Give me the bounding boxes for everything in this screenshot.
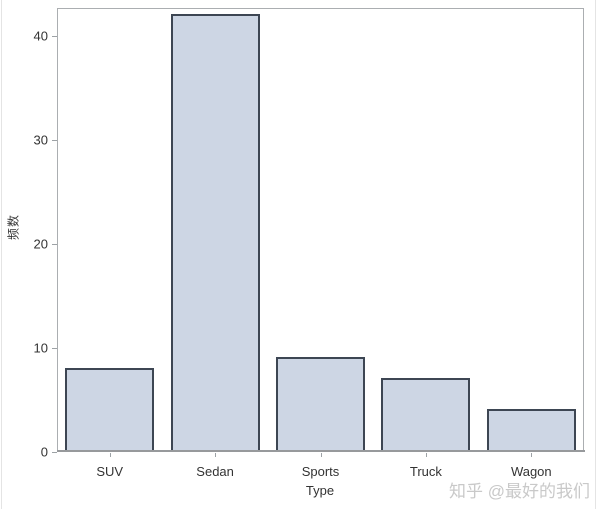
x-tick-label-wagon: Wagon [510,464,552,479]
y-axis-title: 频数 [6,213,21,241]
image-edge-line [595,0,596,509]
x-tick-label-suv: SUV [96,464,124,479]
x-tick-mark [531,453,533,457]
x-tick-label-sedan: Sedan [196,464,234,479]
y-tick-label: 0 [40,444,48,460]
y-tick-label: 10 [33,340,48,356]
x-tick-label-truck: Truck [409,464,442,479]
y-tick-mark [52,243,57,245]
x-axis-line [57,450,585,452]
x-tick-mark [425,453,427,457]
y-tick-mark [52,139,57,141]
x-tick-label-sports: Sports [301,464,340,479]
plot-area [57,8,584,452]
bar-suv [65,368,155,451]
bar-sedan [170,14,260,451]
x-tick-mark [215,453,217,457]
y-tick-mark [52,347,57,349]
image-edge-line [1,0,2,509]
y-tick-label: 20 [33,236,48,252]
bar-wagon [486,409,576,451]
y-tick-label: 30 [33,132,48,148]
watermark: 知乎 @最好的我们 [449,482,590,501]
x-tick-mark [109,453,111,457]
x-tick-mark [320,453,322,457]
bar-truck [381,378,471,451]
x-axis-title: Type [305,483,335,498]
y-tick-mark [52,451,57,453]
bar-sports [276,357,365,451]
y-tick-label: 40 [33,28,48,44]
y-tick-mark [52,35,57,37]
